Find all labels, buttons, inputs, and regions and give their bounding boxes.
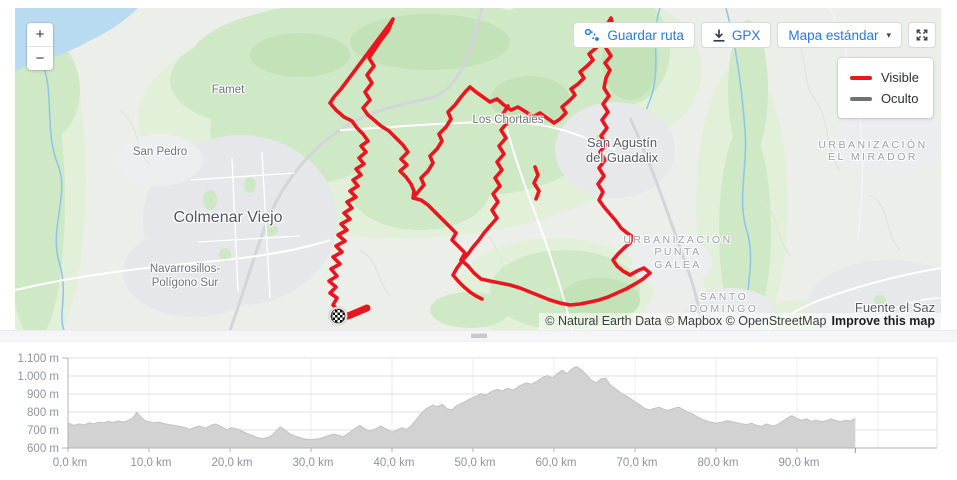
svg-text:50,0 km: 50,0 km	[455, 457, 496, 469]
map-base-tiles	[15, 8, 941, 330]
zoom-in-button[interactable]: +	[27, 23, 53, 46]
svg-text:40,0 km: 40,0 km	[374, 457, 415, 469]
elevation-chart[interactable]: 1.100 m 1.000 m 900 m 800 m 700 m 600 m 0,0 km…	[0, 342, 957, 480]
map-toolbar: Guardar ruta GPX Mapa estándar ▾	[573, 22, 936, 48]
svg-text:90,0 km: 90,0 km	[779, 457, 820, 469]
svg-text:600 m: 600 m	[27, 443, 59, 455]
svg-text:700 m: 700 m	[27, 425, 59, 437]
chart-y-tick-labels: 1.100 m 1.000 m 900 m 800 m 700 m 600 m	[17, 353, 59, 455]
route-san-agustin-branch	[532, 165, 541, 201]
chevron-down-icon: ▾	[886, 29, 891, 40]
start-finish-marker	[328, 306, 348, 326]
route-finish-stub	[344, 304, 371, 320]
map-legend: Visible Oculto	[837, 58, 933, 118]
save-route-label: Guardar ruta	[607, 27, 684, 43]
visible-line-swatch	[849, 75, 872, 80]
attribution-text: © Natural Earth Data © Mapbox © OpenStre…	[545, 314, 827, 328]
route-line	[327, 16, 652, 320]
legend-item-visible[interactable]: Visible	[849, 67, 919, 88]
improve-map-link[interactable]: Improve this map	[831, 314, 936, 328]
gpx-download-button[interactable]: GPX	[700, 22, 772, 48]
svg-text:60,0 km: 60,0 km	[536, 457, 577, 469]
route-main-loop	[327, 16, 652, 314]
map-style-dropdown[interactable]: Mapa estándar ▾	[777, 22, 902, 48]
map-urban-areas	[118, 102, 941, 330]
svg-text:80,0 km: 80,0 km	[698, 457, 739, 469]
svg-text:800 m: 800 m	[27, 407, 59, 419]
map-canvas[interactable]: Famet San Pedro Colmenar Viejo Navarrosillo…	[15, 8, 941, 330]
zoom-control-divider	[27, 46, 53, 47]
legend-hidden-label: Oculto	[880, 91, 919, 106]
legend-item-hidden[interactable]: Oculto	[849, 88, 919, 109]
hidden-line-swatch	[849, 96, 872, 101]
svg-text:70,0 km: 70,0 km	[617, 457, 658, 469]
map-style-label: Mapa estándar	[788, 27, 879, 43]
resize-handle[interactable]	[471, 333, 487, 338]
svg-text:1.100 m: 1.100 m	[17, 353, 59, 365]
elevation-area	[67, 366, 856, 448]
svg-text:1.000 m: 1.000 m	[17, 371, 59, 383]
zoom-control: + −	[27, 23, 53, 70]
svg-text:20,0 km: 20,0 km	[212, 457, 253, 469]
route-icon	[585, 28, 600, 41]
fullscreen-button[interactable]	[908, 22, 936, 48]
route-middle-branch	[451, 104, 510, 301]
svg-text:0,0 km: 0,0 km	[53, 457, 88, 469]
map-attribution: © Natural Earth Data © Mapbox © OpenStre…	[539, 313, 941, 330]
save-route-button[interactable]: Guardar ruta	[573, 22, 695, 48]
download-icon	[713, 29, 725, 42]
chart-x-tick-labels: 0,0 km 10,0 km 20,0 km 30,0 km 40,0 km 50,0 k…	[53, 448, 820, 469]
panel-divider	[0, 330, 957, 342]
legend-visible-label: Visible	[880, 70, 919, 85]
svg-text:10,0 km: 10,0 km	[131, 457, 172, 469]
zoom-out-button[interactable]: −	[27, 47, 53, 70]
gpx-label: GPX	[731, 27, 761, 43]
fullscreen-expand-icon	[916, 29, 928, 41]
svg-text:30,0 km: 30,0 km	[293, 457, 334, 469]
svg-text:900 m: 900 m	[27, 389, 59, 401]
chart-axes	[62, 357, 937, 453]
